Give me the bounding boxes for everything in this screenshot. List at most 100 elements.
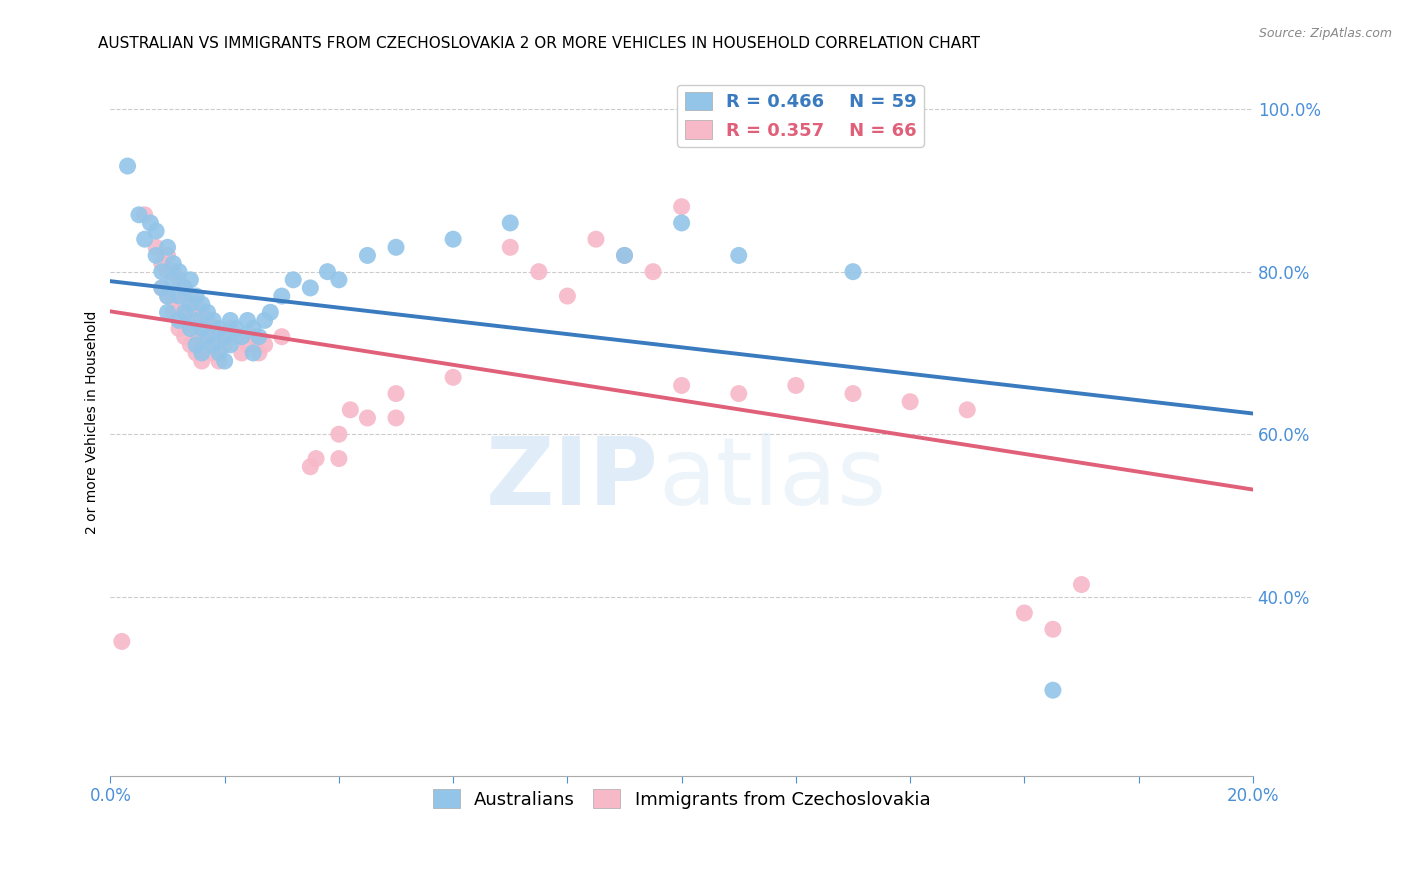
Point <box>1014 606 1036 620</box>
Point <box>671 200 693 214</box>
Point <box>385 411 408 425</box>
Point <box>191 305 214 319</box>
Point <box>197 305 219 319</box>
Point <box>231 329 253 343</box>
Point <box>727 386 749 401</box>
Point <box>299 459 322 474</box>
Point <box>259 305 281 319</box>
Point <box>225 321 247 335</box>
Point <box>167 273 190 287</box>
Point <box>179 321 201 335</box>
Point <box>179 338 201 352</box>
Point <box>316 265 339 279</box>
Point <box>208 329 231 343</box>
Point <box>242 329 264 343</box>
Point <box>441 232 464 246</box>
Point <box>150 281 173 295</box>
Point <box>184 313 207 327</box>
Point <box>214 329 236 343</box>
Point <box>162 305 184 319</box>
Point <box>156 289 179 303</box>
Point <box>162 289 184 303</box>
Point <box>139 216 162 230</box>
Point <box>585 232 607 246</box>
Point <box>225 329 247 343</box>
Point <box>156 240 179 254</box>
Point <box>173 305 195 319</box>
Point <box>208 321 231 335</box>
Point <box>956 402 979 417</box>
Point <box>202 346 225 360</box>
Point <box>385 240 408 254</box>
Point <box>641 265 664 279</box>
Point <box>197 329 219 343</box>
Point <box>167 313 190 327</box>
Point <box>191 297 214 311</box>
Point <box>167 297 190 311</box>
Point <box>184 297 207 311</box>
Point <box>208 354 231 368</box>
Point <box>156 265 179 279</box>
Text: atlas: atlas <box>659 433 887 524</box>
Point <box>173 281 195 295</box>
Point <box>499 240 522 254</box>
Point <box>191 321 214 335</box>
Point <box>150 281 173 295</box>
Point <box>214 338 236 352</box>
Point <box>1042 683 1064 698</box>
Point <box>145 224 167 238</box>
Point <box>184 289 207 303</box>
Y-axis label: 2 or more Vehicles in Household: 2 or more Vehicles in Household <box>86 310 100 533</box>
Point <box>785 378 807 392</box>
Point <box>184 321 207 335</box>
Text: AUSTRALIAN VS IMMIGRANTS FROM CZECHOSLOVAKIA 2 OR MORE VEHICLES IN HOUSEHOLD COR: AUSTRALIAN VS IMMIGRANTS FROM CZECHOSLOV… <box>98 36 980 51</box>
Point <box>150 265 173 279</box>
Point <box>156 289 179 303</box>
Point <box>162 256 184 270</box>
Point <box>184 346 207 360</box>
Point <box>385 386 408 401</box>
Point <box>173 305 195 319</box>
Point <box>557 289 579 303</box>
Text: Source: ZipAtlas.com: Source: ZipAtlas.com <box>1258 27 1392 40</box>
Legend: Australians, Immigrants from Czechoslovakia: Australians, Immigrants from Czechoslova… <box>426 782 938 816</box>
Point <box>671 216 693 230</box>
Point <box>184 338 207 352</box>
Point <box>156 305 179 319</box>
Point <box>191 346 214 360</box>
Point <box>305 451 328 466</box>
Point <box>339 402 361 417</box>
Point <box>197 313 219 327</box>
Point <box>613 248 636 262</box>
Point <box>356 411 378 425</box>
Point <box>328 451 350 466</box>
Point <box>242 346 264 360</box>
Point <box>162 273 184 287</box>
Point <box>247 346 270 360</box>
Point <box>842 386 865 401</box>
Point <box>208 346 231 360</box>
Point <box>162 265 184 279</box>
Point <box>242 321 264 335</box>
Point <box>179 289 201 303</box>
Point <box>117 159 139 173</box>
Point <box>202 321 225 335</box>
Point <box>253 338 276 352</box>
Text: ZIP: ZIP <box>486 433 659 524</box>
Point <box>179 297 201 311</box>
Point <box>214 354 236 368</box>
Point <box>173 329 195 343</box>
Point <box>173 281 195 295</box>
Point <box>270 329 292 343</box>
Point <box>671 378 693 392</box>
Point <box>236 313 259 327</box>
Point <box>499 216 522 230</box>
Point <box>247 329 270 343</box>
Point <box>202 313 225 327</box>
Point <box>299 281 322 295</box>
Point <box>191 329 214 343</box>
Point <box>145 240 167 254</box>
Point <box>134 232 156 246</box>
Point <box>156 248 179 262</box>
Point <box>283 273 305 287</box>
